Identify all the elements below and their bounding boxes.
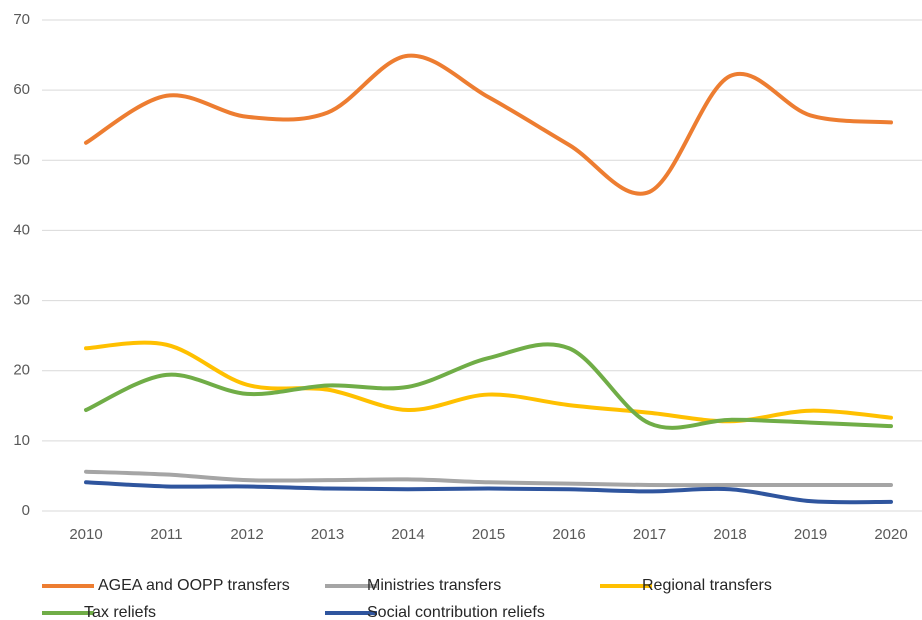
- y-tick-label: 30: [13, 292, 30, 309]
- x-tick-label: 2012: [230, 526, 263, 543]
- series-line: [84, 469, 893, 488]
- x-tick-label: 2011: [150, 526, 182, 543]
- x-tick-label: 2014: [391, 526, 424, 543]
- legend-label: Tax reliefs: [84, 604, 156, 620]
- series-line: [84, 342, 893, 430]
- y-tick-label: 50: [13, 151, 30, 168]
- x-tick-label: 2018: [713, 526, 746, 543]
- grid: 0 10 20 30 40 50 60 70 2010 2011 2012 2013 2014 2015 2…: [13, 11, 922, 543]
- x-tick-label: 2016: [552, 526, 585, 543]
- x-tick-label: 2019: [794, 526, 827, 543]
- y-tick-label: 40: [13, 221, 30, 238]
- x-tick-label: 2015: [472, 526, 505, 543]
- series-line: [84, 480, 893, 505]
- x-tick-label: 2020: [874, 526, 907, 543]
- legend-label: Regional transfers: [642, 577, 772, 594]
- x-tick-label: 2013: [311, 526, 344, 543]
- y-tick-label: 70: [13, 11, 30, 28]
- legend-label: Ministries transfers: [367, 577, 501, 594]
- legend-label: Social contribution reliefs: [367, 604, 545, 620]
- y-tick-label: 20: [13, 362, 30, 379]
- y-tick-label: 10: [13, 432, 30, 449]
- lines: [84, 53, 893, 505]
- y-tick-label: 60: [13, 81, 30, 98]
- legend-label: AGEA and OOPP transfers: [98, 577, 290, 594]
- series-line: [84, 53, 893, 196]
- y-tick-label: 0: [22, 502, 30, 519]
- x-tick-label: 2010: [69, 526, 102, 543]
- x-tick-label: 2017: [633, 526, 666, 543]
- legend: AGEA and OOPP transfers Ministries transf…: [42, 577, 772, 620]
